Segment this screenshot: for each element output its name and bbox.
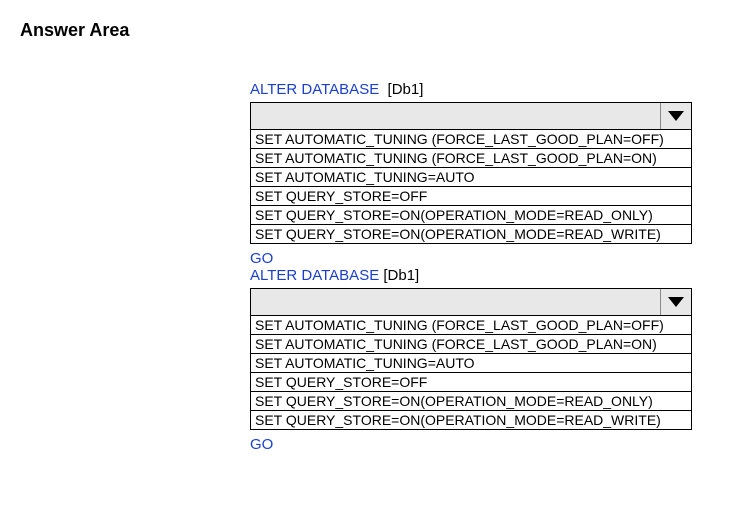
dropdown-option[interactable]: SET QUERY_STORE=ON(OPERATION_MODE=READ_W…	[251, 411, 691, 429]
dropdown-arrow-box[interactable]	[660, 103, 691, 129]
chevron-down-icon	[668, 111, 684, 121]
dropdown-option[interactable]: SET AUTOMATIC_TUNING=AUTO	[251, 168, 691, 187]
dropdown-arrow-box[interactable]	[660, 289, 691, 315]
content-area: ALTER DATABASE [Db1] SET AUTOMATIC_TUNIN…	[250, 81, 714, 453]
dropdown-option[interactable]: SET AUTOMATIC_TUNING (FORCE_LAST_GOOD_PL…	[251, 130, 691, 149]
dropdown[interactable]: SET AUTOMATIC_TUNING (FORCE_LAST_GOOD_PL…	[250, 102, 692, 244]
dropdown-option[interactable]: SET AUTOMATIC_TUNING=AUTO	[251, 354, 691, 373]
dropdown-option[interactable]: SET AUTOMATIC_TUNING (FORCE_LAST_GOOD_PL…	[251, 149, 691, 168]
alter-keyword: ALTER DATABASE	[250, 267, 379, 284]
dropdown-option[interactable]: SET AUTOMATIC_TUNING (FORCE_LAST_GOOD_PL…	[251, 335, 691, 354]
sql-block: ALTER DATABASE [Db1] SET AUTOMATIC_TUNIN…	[250, 81, 714, 267]
db-name: [Db1]	[383, 267, 419, 284]
dropdown-header[interactable]	[251, 103, 691, 130]
dropdown-option[interactable]: SET QUERY_STORE=OFF	[251, 187, 691, 206]
dropdown-option[interactable]: SET QUERY_STORE=ON(OPERATION_MODE=READ_O…	[251, 392, 691, 411]
sql-block: ALTER DATABASE [Db1] SET AUTOMATIC_TUNIN…	[250, 267, 714, 453]
db-name: [Db1]	[388, 81, 424, 98]
alter-statement: ALTER DATABASE [Db1]	[250, 81, 714, 98]
chevron-down-icon	[668, 297, 684, 307]
dropdown-option[interactable]: SET AUTOMATIC_TUNING (FORCE_LAST_GOOD_PL…	[251, 316, 691, 335]
alter-statement: ALTER DATABASE [Db1]	[250, 267, 714, 284]
dropdown-option[interactable]: SET QUERY_STORE=ON(OPERATION_MODE=READ_O…	[251, 206, 691, 225]
alter-keyword: ALTER DATABASE	[250, 81, 379, 98]
go-statement: GO	[250, 250, 714, 267]
answer-area-heading: Answer Area	[20, 20, 714, 41]
dropdown-option[interactable]: SET QUERY_STORE=ON(OPERATION_MODE=READ_W…	[251, 225, 691, 243]
dropdown-header[interactable]	[251, 289, 691, 316]
dropdown[interactable]: SET AUTOMATIC_TUNING (FORCE_LAST_GOOD_PL…	[250, 288, 692, 430]
go-statement: GO	[250, 436, 714, 453]
dropdown-option[interactable]: SET QUERY_STORE=OFF	[251, 373, 691, 392]
